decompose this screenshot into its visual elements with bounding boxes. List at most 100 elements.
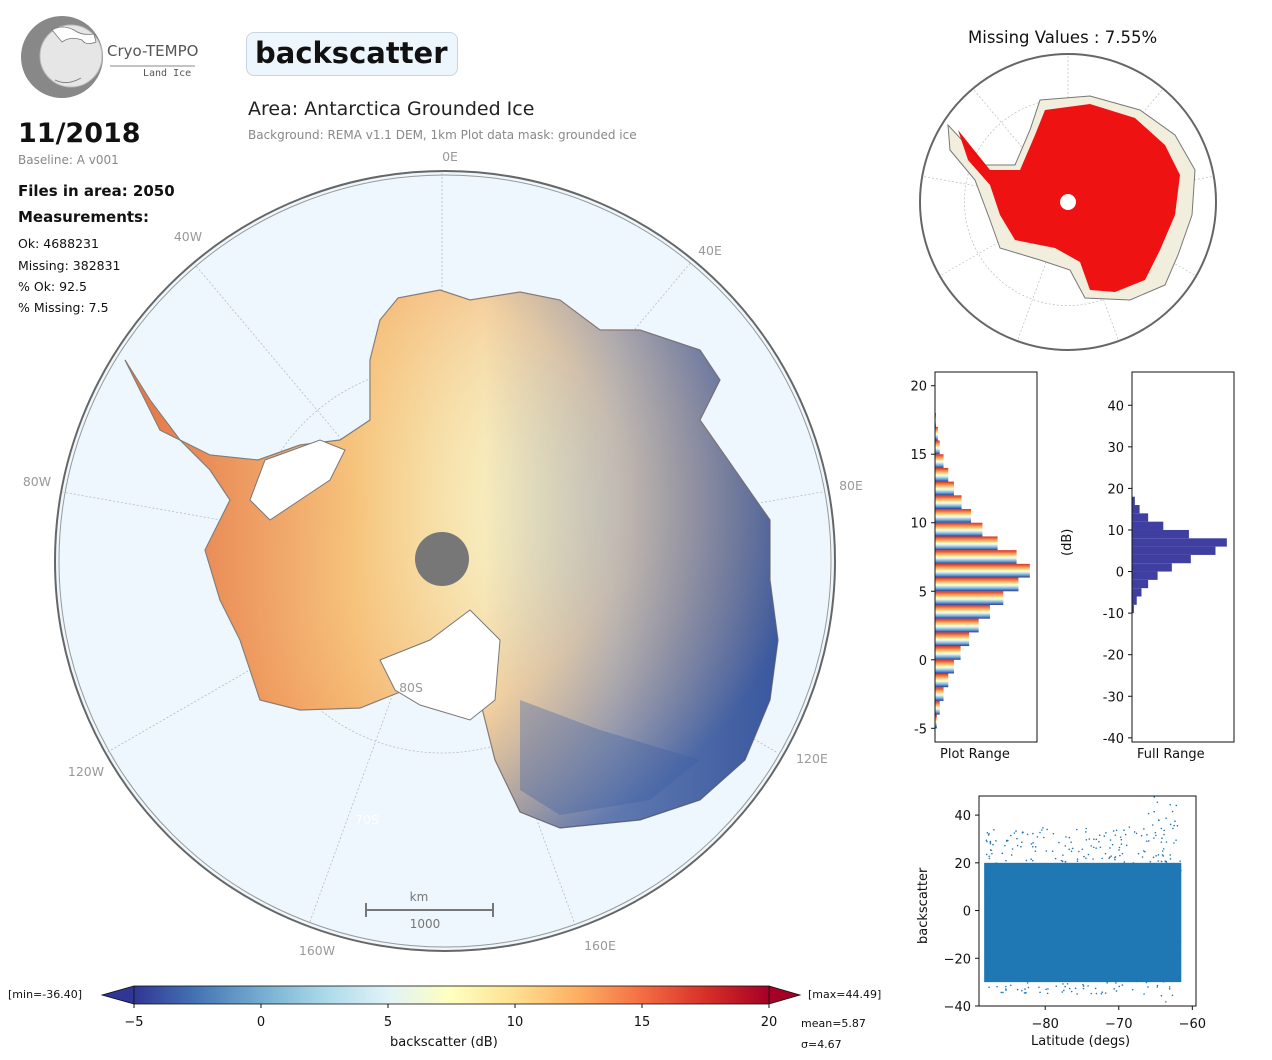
scatter-point (990, 865, 993, 868)
scatter-point (1098, 840, 1100, 843)
colorbar-tick-label: 5 (384, 1015, 392, 1030)
scatter-point (1175, 804, 1178, 807)
y-tick-label: 0 (919, 654, 927, 669)
scatter-point (1119, 836, 1122, 838)
scatter-ylabel: backscatter (916, 867, 931, 944)
scatter-point (1112, 830, 1115, 832)
scatter-point (1078, 850, 1080, 853)
hist-bar (1132, 546, 1216, 555)
scatter-point (1022, 894, 1024, 897)
hist-bar (1132, 538, 1227, 547)
scatter-point (1092, 846, 1095, 849)
scatter-point (1083, 871, 1086, 874)
scatter-point (1118, 846, 1121, 849)
scatter-point (998, 980, 1001, 982)
y-tick-label: -30 (1103, 690, 1124, 705)
scatter-point (1077, 899, 1079, 902)
scatter-point (1040, 920, 1043, 922)
scatter-point (1115, 869, 1118, 871)
scatter-point (1114, 834, 1117, 836)
scatter-point (1126, 889, 1128, 891)
scatter-point (1168, 882, 1171, 885)
scatter-point (1060, 958, 1063, 961)
scatter-point (1058, 977, 1061, 980)
scatter-point (989, 842, 992, 845)
scatter-point (1038, 885, 1041, 887)
scatter-point (1100, 925, 1103, 927)
stat-missing: Missing: 382831 (18, 258, 121, 273)
scatter-point (1040, 829, 1043, 831)
scatter-point (1015, 830, 1017, 832)
scatter-point (1105, 954, 1107, 956)
scatter-point (1025, 872, 1027, 875)
scatter-point (1120, 940, 1123, 943)
scatter-point (1094, 887, 1097, 889)
scatter-point (1153, 965, 1156, 968)
scatter-point (1052, 882, 1055, 884)
scatter-point (1098, 834, 1101, 836)
scatter-point (1089, 967, 1091, 969)
scatter-point (1148, 899, 1150, 902)
scatter-point (1159, 864, 1161, 867)
scatter-point (1036, 935, 1039, 938)
scatter-point (1108, 972, 1110, 974)
hist-bar (935, 659, 954, 674)
scatter-point (1107, 950, 1109, 953)
scatter-point (1078, 934, 1081, 936)
scatter-point (995, 945, 998, 948)
scatter-point (1142, 910, 1144, 912)
scatter-point (1141, 856, 1144, 858)
scatter-point (1095, 876, 1098, 879)
scatter-point (1047, 972, 1050, 975)
scatter-point (1162, 911, 1165, 914)
scatter-point (1069, 889, 1072, 891)
scatter-point (1100, 903, 1103, 906)
scatter-point (1003, 888, 1006, 890)
scatter-point (1145, 981, 1148, 984)
scatter-point (988, 857, 991, 860)
scatter-point (1052, 832, 1055, 835)
scatter-point (985, 907, 988, 909)
y-tick-label: 30 (1107, 441, 1124, 456)
scatter-point (1060, 859, 1063, 862)
scatter-point (1095, 908, 1097, 911)
colorbar-tick-label: 15 (634, 1015, 651, 1030)
scatter-point (1043, 902, 1046, 905)
scatter-point (1061, 991, 1064, 993)
scatter-point (1104, 992, 1107, 994)
scatter-point (1120, 838, 1123, 841)
scatter-point (1088, 838, 1091, 840)
scatter-point (1072, 965, 1075, 968)
scatter-point (1175, 969, 1178, 972)
scatter-point (1123, 954, 1126, 957)
scatter-point (995, 919, 998, 921)
scatter-point (1009, 834, 1012, 837)
scatter-point (1153, 810, 1155, 813)
scatter-point (1036, 836, 1039, 838)
hist-bar (1132, 596, 1137, 605)
scatter-point (1140, 946, 1143, 949)
scatter-point (1008, 888, 1010, 891)
scatter-point (991, 852, 993, 855)
hist-bar (935, 577, 1019, 592)
scatter-point (1060, 918, 1063, 921)
scatter-point (1153, 918, 1156, 921)
scatter-point (1029, 866, 1031, 869)
scatter-point (1036, 948, 1039, 950)
scatter-point (1086, 944, 1089, 947)
scatter-point (1044, 947, 1047, 950)
scatter-point (1155, 855, 1157, 857)
scatter-point (1064, 845, 1067, 847)
scatter-point (1179, 954, 1181, 956)
scatter-point (1115, 956, 1118, 958)
scatter-point (1160, 827, 1163, 830)
scatter-point (1064, 888, 1067, 890)
scatter-point (1041, 958, 1044, 960)
scatter-point (1093, 838, 1095, 840)
scatter-point (1151, 922, 1154, 924)
scatter-point (1015, 907, 1018, 909)
colorbar-min-arrow (100, 985, 135, 1005)
scatter-point (1101, 887, 1104, 889)
scatter-point (995, 877, 998, 880)
